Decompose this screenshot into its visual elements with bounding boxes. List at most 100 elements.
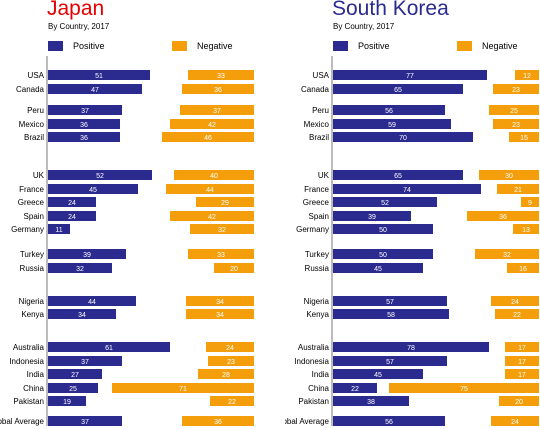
- positive-value-label: 25: [69, 386, 77, 393]
- negative-value-label: 33: [217, 73, 225, 80]
- category-label: India: [27, 370, 45, 379]
- category-label: Mexico: [19, 120, 45, 129]
- category-label: Brazil: [309, 133, 329, 142]
- category-label: China: [308, 384, 329, 393]
- negative-value-label: 24: [226, 345, 234, 352]
- positive-bar: [48, 224, 70, 234]
- positive-value-label: 74: [403, 187, 411, 194]
- chart-title: South Korea: [332, 0, 449, 20]
- negative-value-label: 37: [213, 108, 221, 115]
- negative-bar: [196, 197, 254, 207]
- negative-bar: [174, 170, 254, 180]
- negative-bar: [190, 224, 254, 234]
- category-label: UK: [318, 171, 330, 180]
- positive-value-label: 57: [386, 299, 394, 306]
- positive-bar: [333, 84, 463, 94]
- positive-bar: [333, 396, 409, 406]
- category-label: Indonesia: [294, 357, 329, 366]
- negative-value-label: 30: [505, 173, 513, 180]
- category-label: Peru: [27, 106, 44, 115]
- negative-value-label: 40: [210, 173, 218, 180]
- positive-bar: [48, 184, 138, 194]
- negative-value-label: 12: [523, 73, 531, 80]
- positive-value-label: 70: [399, 135, 407, 142]
- positive-value-label: 59: [388, 122, 396, 129]
- positive-value-label: 37: [81, 359, 89, 366]
- negative-value-label: 24: [511, 419, 519, 426]
- negative-value-label: 34: [216, 312, 224, 319]
- category-label: Kenya: [306, 310, 329, 319]
- category-label: Greece: [303, 198, 330, 207]
- positive-value-label: 45: [89, 187, 97, 194]
- negative-bar: [214, 263, 254, 273]
- positive-value-label: 22: [351, 386, 359, 393]
- negative-value-label: 16: [519, 266, 527, 273]
- positive-bar: [333, 369, 423, 379]
- negative-value-label: 20: [230, 266, 238, 273]
- legend-positive-swatch: [333, 41, 348, 51]
- negative-bar: [188, 70, 254, 80]
- positive-value-label: 27: [71, 372, 79, 379]
- positive-value-label: 65: [394, 87, 402, 94]
- negative-bar: [198, 369, 254, 379]
- positive-bar: [48, 356, 122, 366]
- negative-bar: [513, 224, 539, 234]
- negative-value-label: 75: [460, 386, 468, 393]
- positive-value-label: 19: [63, 399, 71, 406]
- positive-value-label: 36: [80, 122, 88, 129]
- legend-negative-swatch: [457, 41, 472, 51]
- positive-bar: [48, 309, 116, 319]
- negative-value-label: 46: [204, 135, 212, 142]
- category-label: UK: [33, 171, 45, 180]
- japan-panel: Japan By Country, 2017 Positive Negative…: [0, 0, 254, 426]
- negative-value-label: 22: [228, 399, 236, 406]
- legend-negative-swatch: [172, 41, 187, 51]
- positive-bar: [333, 170, 463, 180]
- positive-bar: [333, 342, 489, 352]
- negative-bar: [495, 309, 539, 319]
- category-label: Indonesia: [9, 357, 44, 366]
- category-label: Turkey: [20, 250, 44, 259]
- positive-bar: [48, 70, 150, 80]
- category-label: Canada: [301, 85, 330, 94]
- positive-bar: [333, 105, 445, 115]
- negative-value-label: 33: [217, 252, 225, 259]
- negative-bar: [475, 249, 539, 259]
- positive-bar: [333, 70, 487, 80]
- category-label: Germany: [11, 225, 44, 234]
- chart-title: Japan: [47, 0, 105, 20]
- positive-value-label: 37: [81, 419, 89, 426]
- negative-value-label: 71: [179, 386, 187, 393]
- positive-bar: [333, 211, 411, 221]
- negative-value-label: 28: [222, 372, 230, 379]
- negative-value-label: 34: [216, 299, 224, 306]
- positive-value-label: 65: [394, 173, 402, 180]
- negative-bar: [186, 309, 254, 319]
- positive-bar: [48, 249, 126, 259]
- negative-value-label: 17: [518, 359, 526, 366]
- negative-value-label: 36: [214, 419, 222, 426]
- positive-bar: [333, 249, 433, 259]
- negative-value-label: 42: [208, 122, 216, 129]
- legend-negative-label: Negative: [197, 41, 233, 51]
- positive-bar: [333, 296, 447, 306]
- category-label: Germany: [296, 225, 329, 234]
- positive-bar: [48, 296, 136, 306]
- category-label: Australia: [298, 343, 330, 352]
- negative-bar: [186, 296, 254, 306]
- category-label: France: [304, 185, 329, 194]
- positive-value-label: 34: [78, 312, 86, 319]
- legend-negative-label: Negative: [482, 41, 518, 51]
- positive-value-label: 50: [379, 252, 387, 259]
- positive-value-label: 50: [379, 227, 387, 234]
- negative-bar: [170, 211, 254, 221]
- positive-value-label: 77: [406, 73, 414, 80]
- negative-value-label: 17: [518, 345, 526, 352]
- positive-value-label: 39: [368, 214, 376, 221]
- negative-bar: [493, 119, 539, 129]
- negative-bar: [491, 296, 539, 306]
- category-label: USA: [313, 71, 330, 80]
- category-label: Pakistan: [298, 397, 329, 406]
- positive-value-label: 45: [374, 266, 382, 273]
- category-label: Brazil: [24, 133, 44, 142]
